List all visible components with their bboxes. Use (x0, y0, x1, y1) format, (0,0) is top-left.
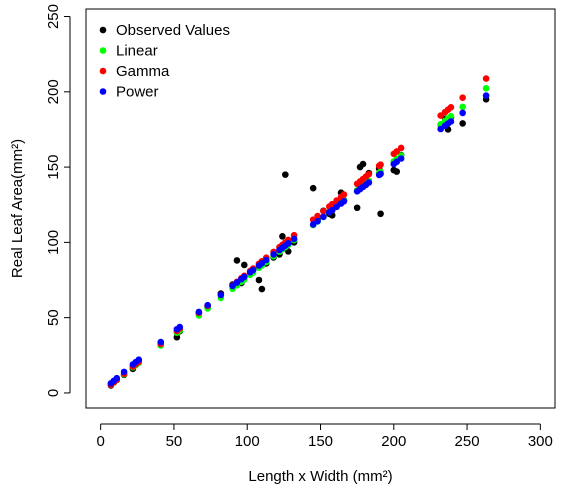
series-gamma (107, 75, 490, 388)
y-tick-label: 250 (45, 4, 62, 29)
series-linear (107, 85, 490, 388)
legend-label: Linear (116, 43, 158, 60)
data-point (282, 171, 289, 178)
x-tick-label: 250 (455, 433, 480, 450)
data-point (459, 120, 466, 127)
data-point (233, 257, 241, 264)
data-point (397, 144, 405, 152)
legend-label: Gamma (116, 63, 170, 80)
data-point (365, 179, 373, 186)
data-point (258, 285, 266, 293)
data-point (270, 251, 277, 258)
plot-frame (85, 8, 556, 409)
data-point (359, 160, 367, 168)
legend: Observed Values Linear Gamma Power (99, 22, 230, 101)
data-point (195, 308, 203, 316)
data-point (377, 170, 384, 178)
x-tick-label: 150 (308, 433, 333, 450)
data-point (459, 94, 466, 101)
data-point (482, 75, 490, 82)
y-tick-label: 0 (45, 389, 62, 397)
data-point (397, 155, 405, 162)
data-point (340, 197, 348, 205)
data-point (255, 276, 263, 284)
y-axis-title: Real Leaf Area(mm²) (9, 139, 26, 278)
data-point (447, 118, 455, 125)
data-point (377, 161, 384, 168)
y-tick-label: 50 (45, 309, 62, 326)
data-point (309, 184, 317, 192)
data-point (482, 92, 490, 99)
y-tick-label: 200 (45, 79, 62, 104)
x-tick-label: 0 (96, 433, 104, 450)
x-tick-label: 50 (166, 433, 183, 450)
x-tick-label: 200 (381, 433, 406, 450)
x-tick-label: 100 (235, 433, 260, 450)
data-point (176, 323, 184, 331)
data-point (217, 291, 225, 299)
data-point (204, 301, 211, 309)
legend-marker (99, 26, 107, 34)
data-point (377, 210, 384, 218)
data-point (393, 168, 401, 175)
data-point (365, 170, 373, 178)
legend-label: Power (116, 84, 159, 101)
data-point (314, 212, 321, 220)
data-point (279, 233, 286, 240)
legend-marker (99, 88, 107, 95)
series-observed-values (107, 96, 490, 389)
data-point (320, 207, 327, 215)
data-point (135, 356, 143, 363)
y-tick-label: 100 (45, 230, 62, 255)
data-point (320, 213, 327, 221)
data-point (340, 191, 348, 198)
axes-layer: 0 50 100 150 200 250 300 0 50 100 150 200 250 (45, 4, 556, 450)
data-point (482, 85, 490, 92)
data-point (284, 239, 292, 247)
legend-label: Observed Values (116, 22, 230, 39)
data-point (240, 273, 248, 281)
data-point (262, 256, 270, 264)
data-point (173, 333, 181, 341)
legend-marker (99, 67, 107, 75)
data-point (353, 204, 361, 212)
x-tick-label: 300 (528, 433, 553, 450)
legend-marker (99, 47, 107, 54)
data-point (459, 109, 466, 117)
data-point (157, 338, 165, 346)
data-point (249, 266, 257, 274)
series-power (107, 92, 490, 387)
data-point (120, 368, 128, 376)
data-point (459, 103, 466, 111)
data-point (240, 261, 248, 269)
x-axis-title: Length x Width (mm²) (248, 468, 392, 485)
data-point (314, 217, 321, 225)
data-point (447, 112, 455, 120)
data-point (447, 104, 455, 111)
points-layer (107, 75, 490, 389)
data-point (290, 235, 298, 243)
y-tick-label: 150 (45, 155, 62, 180)
data-point (113, 374, 121, 382)
